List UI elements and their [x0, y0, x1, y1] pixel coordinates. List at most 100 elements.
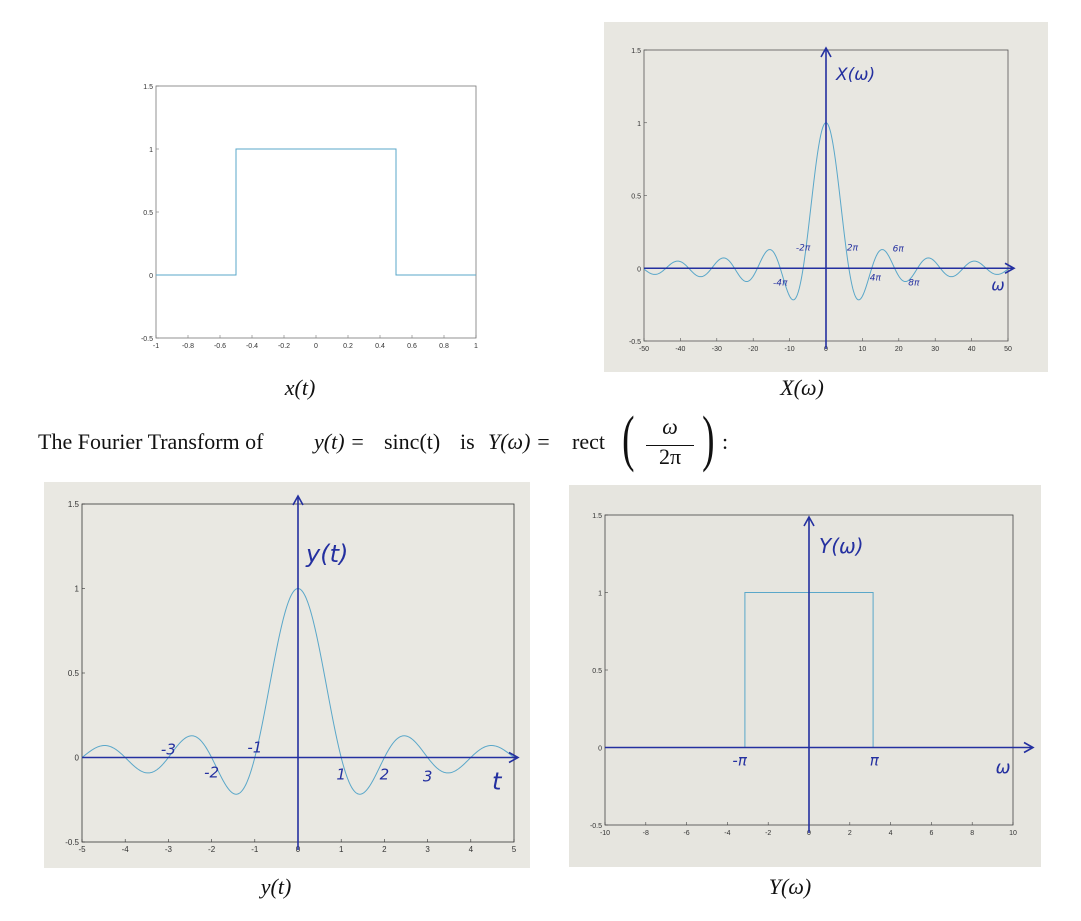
statement-prefix: The Fourier Transform of: [38, 429, 264, 454]
X-w-handwritten-zero-label: 2π: [847, 243, 859, 253]
y-t-y-tick-label: -0.5: [65, 838, 79, 847]
X-w-x-tick-label: 50: [1004, 346, 1012, 353]
statement-y-eq: y(t) =: [314, 429, 365, 454]
caption-X-w: X(ω): [780, 375, 824, 400]
caption-y-t: y(t): [260, 874, 292, 899]
X-w-y-tick-label: 0: [637, 266, 641, 273]
X-w-x-tick-label: -50: [639, 346, 649, 353]
y-t-handwritten-axis-label: t: [492, 768, 503, 796]
y-t-x-tick-label: 4: [469, 845, 474, 854]
Y-w-x-tick-label: 8: [970, 830, 974, 837]
Y-w-y-tick-label: 1: [598, 591, 602, 598]
y-t-x-tick-label: -1: [251, 845, 259, 854]
x-t-x-tick-label: -0.4: [246, 343, 258, 350]
statement-rect: rect: [572, 429, 605, 454]
y-t-x-tick-label: -5: [78, 845, 86, 854]
X-w-x-tick-label: 0: [824, 346, 828, 353]
y-t-handwritten-zero-label: 1: [336, 766, 346, 784]
Y-w-x-tick-label: 10: [1009, 830, 1017, 837]
statement-Y-eq: Y(ω) =: [488, 429, 551, 454]
y-t-y-tick-label: 1: [75, 585, 80, 594]
X-w-vertical-arrowhead: [820, 46, 832, 58]
X-w-x-tick-label: -40: [675, 346, 685, 353]
statement-fraction: ω 2π: [638, 412, 702, 474]
Y-w-x-tick-label: -2: [765, 830, 771, 837]
chart-x-t: -1 -0.8 -0.6 -0.4 -0.2 0 0.2 0.4 0.6 0.8 1 -0.5 0 0.5…: [120, 78, 490, 358]
y-t-handwritten-zero-label: -2: [204, 764, 219, 782]
x-t-x-tick-label: -0.8: [182, 343, 194, 350]
X-w-y-tick-label: 1.5: [631, 48, 641, 55]
X-w-handwritten-zero-label: -2π: [796, 243, 811, 253]
statement-sinc: sinc(t): [384, 429, 441, 454]
Y-w-horizontal-arrowhead: [1023, 741, 1035, 754]
y-t-y-tick-label: 0.5: [68, 669, 80, 678]
x-t-x-tick-label: -1: [153, 343, 159, 350]
x-t-x-tick-label: 0.4: [375, 343, 385, 350]
Y-w-y-tick-label: 0: [598, 746, 602, 753]
statement-is: is: [460, 429, 475, 454]
x-t-rect-pulse-line: [156, 148, 476, 276]
Y-w-x-tick-label: 6: [929, 830, 933, 837]
fraction-numerator: ω: [662, 414, 678, 439]
y-t-x-tick-label: -2: [208, 845, 216, 854]
statement-colon: :: [722, 429, 729, 454]
X-w-handwritten-zero-label: 6π: [893, 244, 905, 254]
fourier-statement: The Fourier Transform of y(t) = sinc(t) …: [38, 405, 798, 474]
X-w-y-tick-label: -0.5: [629, 339, 641, 346]
Y-w-handwritten-label: Y(ω): [819, 534, 864, 558]
Y-w-x-tick-label: -4: [724, 830, 730, 837]
fraction-denominator: 2π: [658, 444, 682, 469]
x-t-x-tick-label: -0.6: [214, 343, 226, 350]
y-t-handwritten-zero-label: 2: [380, 766, 390, 784]
caption-x-t: x(t): [284, 375, 316, 400]
X-w-handwritten-zero-label: 8π: [908, 278, 920, 288]
X-w-x-tick-label: 30: [931, 346, 939, 353]
y-t-x-tick-label: -4: [122, 845, 130, 854]
X-w-y-tick-label: 0.5: [631, 194, 641, 201]
X-w-x-tick-label: 10: [859, 346, 867, 353]
Y-w-x-tick-label: -6: [683, 830, 689, 837]
right-paren: ): [702, 405, 715, 473]
X-w-handwritten-label: X(ω): [835, 65, 875, 85]
chart-x-t-svg: -1 -0.8 -0.6 -0.4 -0.2 0 0.2 0.4 0.6 0.8 1 -0.5 0 0.5…: [141, 84, 478, 350]
y-t-x-tick-label: 1: [339, 845, 344, 854]
chart-y-t-svg: -5-4-3-2-1012345-0.500.511.5y(t)-3-2-112…: [65, 494, 520, 854]
chart-y-t: -5-4-3-2-1012345-0.500.511.5y(t)-3-2-112…: [44, 482, 530, 868]
y-t-x-tick-label: 2: [382, 845, 387, 854]
fraction-bar: [646, 445, 694, 446]
y-t-horizontal-arrowhead: [508, 751, 520, 764]
Y-w-x-tick-label: 4: [889, 830, 893, 837]
x-t-x-tick-label: 0.6: [407, 343, 417, 350]
y-t-x-tick-label: 5: [512, 845, 517, 854]
Y-w-x-tick-label: 2: [848, 830, 852, 837]
y-t-x-tick-label: 3: [425, 845, 430, 854]
x-t-x-tick-label: 0.2: [343, 343, 353, 350]
X-w-handwritten-axis-label: ω: [991, 275, 1004, 294]
Y-w-y-tick-label: 1.5: [592, 513, 602, 520]
x-t-y-tick-label: 1: [149, 147, 153, 154]
x-t-y-tick-label: -0.5: [141, 336, 153, 343]
Y-w-handwritten-axis-label: ω: [995, 758, 1010, 779]
Y-w-handwritten-zero-label: -π: [732, 752, 747, 770]
Y-w-x-tick-label: -10: [600, 830, 610, 837]
y-t-vertical-arrowhead: [292, 494, 304, 506]
Y-w-x-tick-label: -8: [643, 830, 649, 837]
x-t-x-tick-label: 0: [314, 343, 318, 350]
x-t-y-tick-label: 0: [149, 273, 153, 280]
x-t-x-tick-label: 1: [474, 343, 478, 350]
caption-Y-w: Y(ω): [768, 874, 812, 899]
X-w-x-tick-label: 20: [895, 346, 903, 353]
X-w-x-tick-label: -10: [785, 346, 795, 353]
chart-X-w-svg: -50 -40 -30 -20 -10 0 10 20 30 40 50 -0.5 0 0.5 1 1.5 X(…: [629, 46, 1016, 353]
Y-w-y-tick-label: -0.5: [590, 823, 602, 830]
chart-Y-w-svg: -10 -8 -6 -4 -2 0 2 4 6 8 10 -0.5 0 0.5 1 1.5 Y(ω) -π π ω: [590, 513, 1035, 837]
x-t-plot-frame: [155, 85, 477, 339]
x-t-y-tick-label: 1.5: [143, 84, 153, 91]
y-t-y-tick-label: 0: [75, 754, 80, 763]
chart-Y-w: -10 -8 -6 -4 -2 0 2 4 6 8 10 -0.5 0 0.5 1 1.5 Y(ω) -π π ω: [569, 485, 1041, 867]
X-w-handwritten-zero-label: -4π: [773, 278, 788, 288]
y-t-y-tick-label: 1.5: [68, 500, 80, 509]
x-t-x-tick-label: -0.2: [278, 343, 290, 350]
Y-w-x-tick-label: 0: [807, 830, 811, 837]
X-w-x-tick-label: 40: [968, 346, 976, 353]
